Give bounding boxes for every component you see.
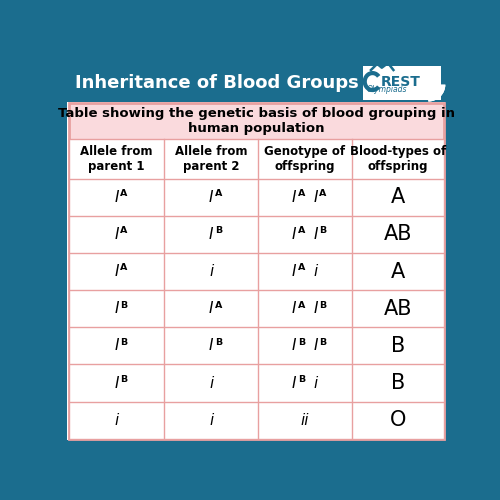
Text: B: B [215,338,222,347]
Text: A: A [298,189,305,198]
Text: I: I [114,338,119,353]
Text: I: I [209,190,214,204]
Text: i: i [209,412,214,428]
Text: B: B [120,338,127,347]
Text: REST: REST [381,74,421,88]
Text: B: B [120,300,127,310]
Text: Allele from
parent 2: Allele from parent 2 [175,144,248,172]
Text: I: I [114,301,119,316]
Bar [68,103,444,439]
Text: i: i [314,376,318,390]
Text: B: B [320,300,326,310]
Text: Inheritance of Blood Groups: Inheritance of Blood Groups [75,74,358,92]
Text: I: I [209,227,214,242]
Text: Table showing the genetic basis of blood grouping in
human population: Table showing the genetic basis of blood… [58,107,455,135]
Text: A: A [298,264,305,272]
Text: I: I [292,264,296,279]
Text: A: A [298,226,305,235]
Text: B: B [298,338,305,347]
Text: I: I [314,338,318,353]
Text: A: A [298,300,305,310]
Text: AB: AB [384,224,412,244]
Text: i: i [114,412,118,428]
Text: I: I [314,301,318,316]
Text: I: I [314,227,318,242]
Text: A: A [390,262,405,281]
Text: A: A [120,226,128,235]
Text: Olympiads: Olympiads [366,85,406,94]
Text: B: B [390,373,405,393]
Text: I: I [114,227,119,242]
Wedge shape [428,84,446,102]
Wedge shape [428,84,446,102]
Text: Allele from
parent 1: Allele from parent 1 [80,144,153,172]
Text: I: I [292,190,296,204]
Text: ii: ii [301,412,310,428]
Text: Genotype of
offspring: Genotype of offspring [264,144,345,172]
Text: I: I [114,376,119,390]
Text: I: I [209,301,214,316]
Text: AB: AB [384,298,412,318]
Text: I: I [292,227,296,242]
Text: I: I [114,190,119,204]
Bar [67,64,446,102]
Text: I: I [314,190,318,204]
Text: A: A [215,189,222,198]
Text: Blood-types of
offspring: Blood-types of offspring [350,144,446,172]
Bar [363,66,440,100]
Text: A: A [120,189,128,198]
Bar [67,102,446,440]
Text: B: B [390,336,405,356]
Bar [68,138,444,439]
Text: B: B [320,338,326,347]
Text: I: I [114,264,119,279]
Text: I: I [292,301,296,316]
Text: O: O [390,410,406,430]
Text: A: A [120,264,128,272]
Text: i: i [209,376,214,390]
Text: i: i [209,264,214,279]
Text: I: I [292,338,296,353]
Text: I: I [209,338,214,353]
Text: A: A [390,187,405,207]
Text: A: A [215,300,222,310]
Text: B: B [215,226,222,235]
Bar [67,64,446,102]
Text: I: I [292,376,296,390]
Text: B: B [320,226,326,235]
Text: B: B [120,375,127,384]
Text: i: i [314,264,318,279]
Text: B: B [298,375,305,384]
Text: A: A [320,189,327,198]
